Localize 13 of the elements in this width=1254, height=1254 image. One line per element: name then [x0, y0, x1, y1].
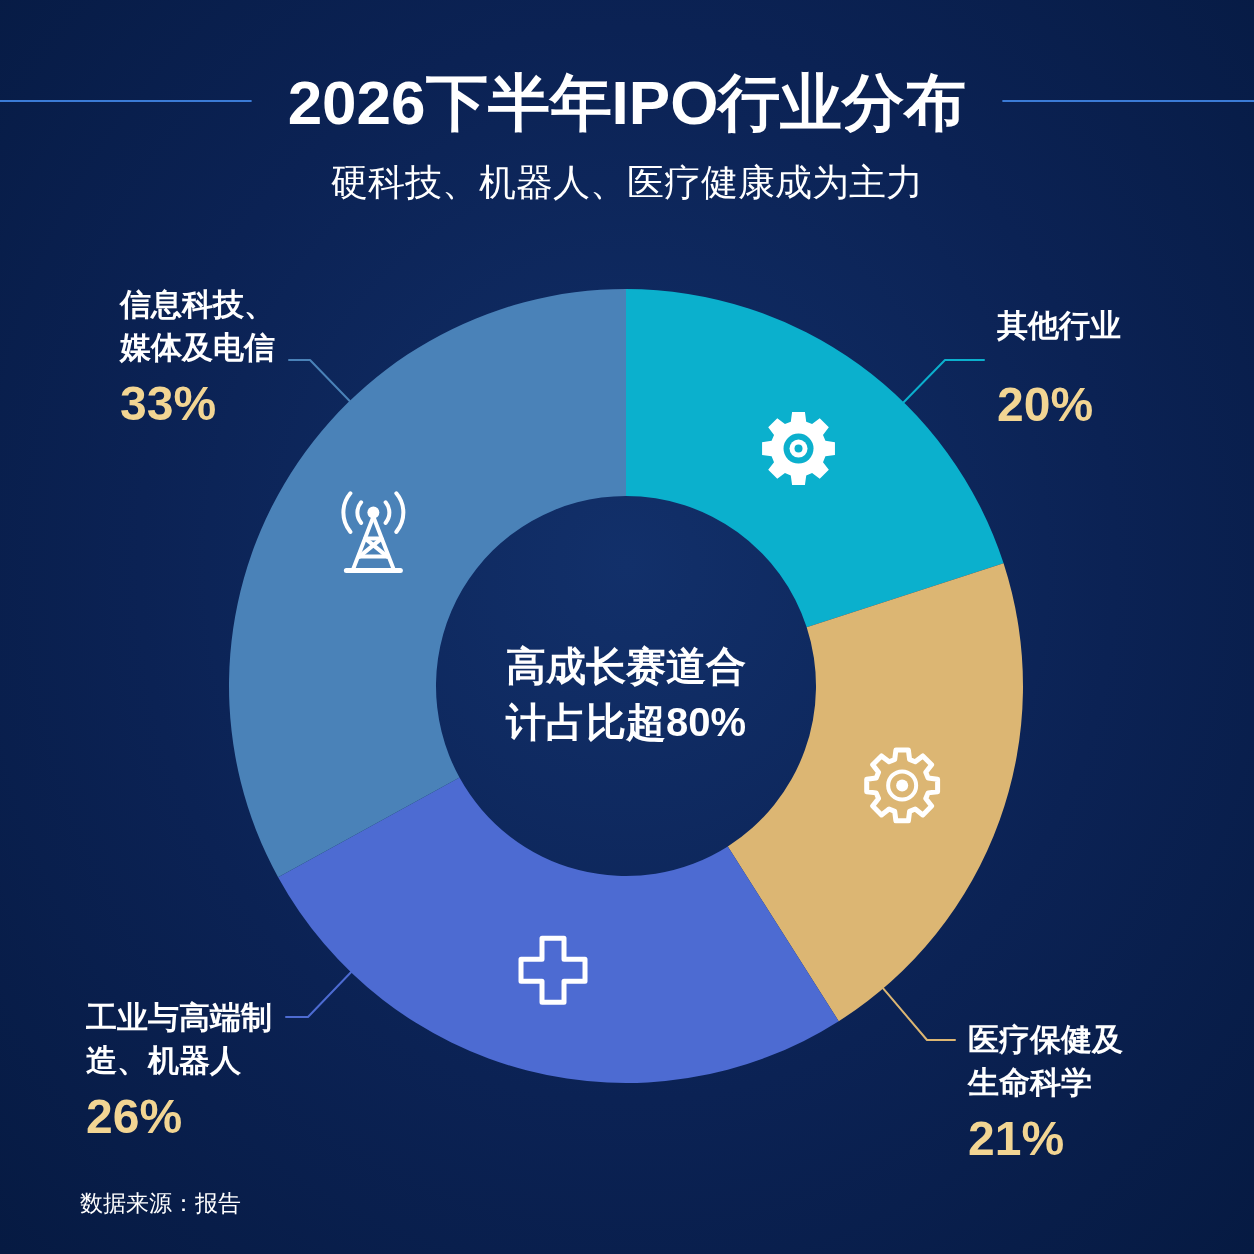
slice-label: 医疗保健及生命科学 [968, 1021, 1124, 1102]
text: 高成长赛道合计占比超80% [504, 643, 748, 746]
slice-label: 信息科技、媒体及电信 [120, 286, 276, 367]
chart-subtitle: 硬科技、机器人、医疗健康成为主力 [331, 162, 923, 203]
donut-slice [278, 777, 839, 1083]
data-label: 20% [997, 377, 1095, 433]
data-label: 33% [120, 376, 218, 432]
chart-title: 2026下半年IPO行业分布 [287, 68, 967, 137]
data-label: 21% [968, 1111, 1066, 1167]
source-note: 数据来源：报告 [80, 1189, 241, 1217]
slice-label: 其他行业 [997, 307, 1122, 345]
slice-label: 工业与高端制造、机器人 [86, 999, 273, 1080]
data-label: 26% [86, 1089, 184, 1145]
